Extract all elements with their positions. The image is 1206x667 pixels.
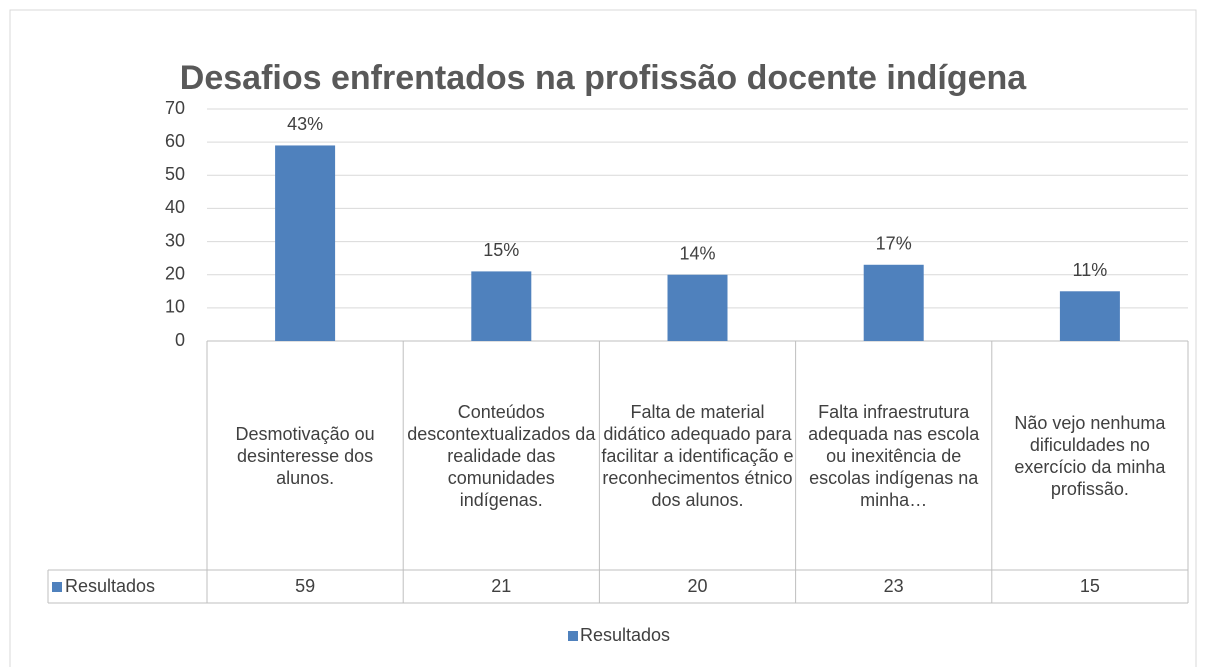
data-label: 43% bbox=[287, 114, 323, 134]
chart-border bbox=[9, 9, 1197, 667]
legend-label: Resultados bbox=[65, 576, 155, 596]
category-cell: Não vejo nenhuma dificuldades no exercíc… bbox=[1014, 412, 1166, 499]
data-label: 17% bbox=[876, 234, 912, 254]
category-cell: Desmotivação ou desinteresse dos alunos. bbox=[235, 423, 375, 488]
y-tick-label: 60 bbox=[165, 131, 185, 151]
y-tick-label: 30 bbox=[165, 230, 185, 250]
data-label: 14% bbox=[679, 243, 715, 263]
table-value: 20 bbox=[687, 576, 707, 596]
x-tick-label: Falta de material didático adequado para… bbox=[601, 401, 794, 510]
category-cell: Falta infraestrutura adequada nas escola… bbox=[808, 401, 980, 510]
x-tick-label: Conteúdos descontextualizados da realida… bbox=[407, 401, 596, 510]
x-tick-label: Falta infraestrutura adequada nas escola… bbox=[808, 401, 980, 510]
category-cell: Conteúdos descontextualizados da realida… bbox=[407, 401, 596, 510]
bar bbox=[275, 145, 336, 341]
y-tick-label: 40 bbox=[165, 197, 185, 217]
legend-swatch bbox=[52, 582, 62, 592]
table-value: 21 bbox=[491, 576, 511, 596]
y-tick-label: 70 bbox=[165, 98, 185, 118]
category-cell: Falta de material didático adequado para… bbox=[601, 401, 794, 510]
y-tick-label: 0 bbox=[175, 330, 185, 350]
legend-swatch bbox=[568, 631, 578, 641]
data-label: 15% bbox=[483, 240, 519, 260]
x-tick-label: Não vejo nenhuma dificuldades no exercíc… bbox=[1014, 412, 1166, 499]
bar bbox=[471, 271, 532, 341]
y-tick-label: 10 bbox=[165, 297, 185, 317]
legend-label: Resultados bbox=[580, 625, 670, 645]
table-value: 23 bbox=[884, 576, 904, 596]
table-value: 59 bbox=[295, 576, 315, 596]
chart-title: Desafios enfrentados na profissão docent… bbox=[180, 59, 1027, 97]
y-tick-label: 20 bbox=[165, 263, 185, 283]
bar bbox=[1059, 291, 1120, 341]
bar bbox=[667, 274, 728, 341]
x-tick-label: Desmotivação ou desinteresse dos alunos. bbox=[235, 423, 375, 488]
bar bbox=[863, 264, 924, 341]
y-tick-label: 50 bbox=[165, 164, 185, 184]
data-label: 11% bbox=[1073, 260, 1108, 280]
table-value: 15 bbox=[1080, 576, 1100, 596]
